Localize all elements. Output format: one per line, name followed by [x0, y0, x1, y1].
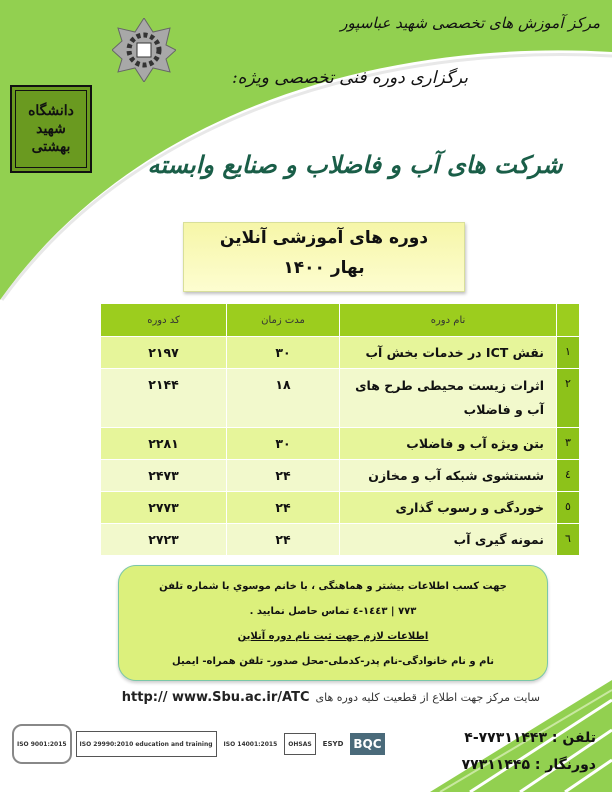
row-number: ٤ — [556, 459, 580, 492]
table-row: ٦ نمونه گیری آب ۲۴ ۲۷۲۳ — [100, 523, 580, 556]
website-text: سایت مرکز جهت اطلاع از قطعیت کلیه دوره ه… — [315, 691, 540, 704]
course-code: ۲۴۷۳ — [100, 459, 227, 492]
header-num — [556, 303, 580, 337]
course-code: ۲۷۲۳ — [100, 523, 227, 556]
row-number: ۲ — [556, 368, 580, 428]
row-number: ۱ — [556, 336, 580, 369]
iso-9001-logo: ISO 9001:2015 — [12, 724, 72, 764]
table-row: ۲ اثرات زیست محیطی طرح های آب و فاضلاب ۱۸ ۲… — [100, 368, 580, 428]
course-code: ۲۱۹۷ — [100, 336, 227, 369]
course-duration: ۲۴ — [226, 523, 340, 556]
course-duration: ۳۰ — [226, 336, 340, 369]
course-duration: ۳۰ — [226, 427, 340, 460]
course-code: ۲۱۴۴ — [100, 368, 227, 428]
online-title: دوره های آموزشی آنلاین — [219, 228, 429, 248]
certification-logos: ISO 9001:2015 ISO 29990:2010 education a… — [12, 724, 385, 764]
table-row: ٤ شستشوی شبکه آب و مخازن ۲۴ ۲۴۷۳ — [100, 459, 580, 492]
fax: دورنگار : ۷۷۳۱۱۴۴۵ — [461, 757, 596, 773]
info-line: ٧٧٣ | ١٤٤٣-٤ تماس حاصل نمایید . — [249, 606, 417, 617]
main-title: شرکت های آب و فاضلاب و صنایع وابسته — [147, 150, 563, 179]
bqc-logo: BQC — [350, 733, 385, 755]
course-code: ۲۷۷۳ — [100, 491, 227, 524]
iso-14001-logo: ISO 14001:2015 — [223, 740, 278, 748]
online-courses-box: دوره های آموزشی آنلاین بهار ۱۴۰۰ — [183, 222, 465, 292]
center-emblem-logo — [111, 17, 177, 83]
course-name: نقش ICT در خدمات بخش آب — [339, 336, 557, 369]
header-name: نام دوره — [339, 303, 557, 337]
course-duration: ۲۴ — [226, 491, 340, 524]
info-line-heading: اطلاعات لازم جهت ثبت نام دوره آنلاین — [237, 631, 429, 642]
bottom-green-stripes — [430, 680, 612, 792]
phone: تلفن : ۷۷۳۱۱۴۴۳-۴ — [464, 730, 596, 746]
green-header-curve — [0, 0, 612, 300]
header-duration: مدت زمان — [226, 303, 340, 337]
row-number: ۳ — [556, 427, 580, 460]
course-name: بتن ویژه آب و فاضلاب — [339, 427, 557, 460]
course-name: خوردگی و رسوب گذاری — [339, 491, 557, 524]
esyd-logo: ESYD — [322, 740, 344, 748]
season-year: بهار ۱۴۰۰ — [283, 258, 365, 278]
info-line: جهت کسب اطلاعات بیشتر و هماهنگی ، با خان… — [159, 581, 507, 592]
row-number: ٥ — [556, 491, 580, 524]
university-logo: دانشگاه شهید بهشتی — [10, 85, 92, 173]
subtitle: برگزاری دوره فنی تخصصی ویژه: — [231, 68, 469, 88]
table-row: ۳ بتن ویژه آب و فاضلاب ۳۰ ۲۲۸۱ — [100, 427, 580, 460]
iso-29990-logo: ISO 29990:2010 education and training — [75, 731, 217, 757]
course-duration: ۱۸ — [226, 368, 340, 428]
row-number: ٦ — [556, 523, 580, 556]
website-line: سایت مرکز جهت اطلاع از قطعیت کلیه دوره ه… — [40, 690, 540, 705]
course-code: ۲۲۸۱ — [100, 427, 227, 460]
course-name: شستشوی شبکه آب و مخازن — [339, 459, 557, 492]
course-name: اثرات زیست محیطی طرح های آب و فاضلاب — [339, 368, 557, 428]
center-name: مرکز آموزش های تخصصی شهید عباسپور — [340, 14, 600, 32]
course-name: نمونه گیری آب — [339, 523, 557, 556]
table-row: ٥ خوردگی و رسوب گذاری ۲۴ ۲۷۷۳ — [100, 491, 580, 524]
header-code: کد دوره — [100, 303, 227, 337]
table-header: نام دوره مدت زمان کد دوره — [100, 303, 580, 337]
website-link[interactable]: http:// www.Sbu.ac.ir/ATC — [121, 690, 310, 705]
courses-table: نام دوره مدت زمان کد دوره ۱ نقش ICT در خد… — [100, 303, 580, 556]
course-duration: ۲۴ — [226, 459, 340, 492]
contact-info-box: جهت کسب اطلاعات بیشتر و هماهنگی ، با خان… — [118, 565, 548, 681]
ohsas-logo: OHSAS — [284, 733, 316, 755]
table-row: ۱ نقش ICT در خدمات بخش آب ۳۰ ۲۱۹۷ — [100, 336, 580, 369]
info-line: نام و نام خانوادگی-نام پدر-کدملی-محل صدو… — [172, 656, 494, 667]
